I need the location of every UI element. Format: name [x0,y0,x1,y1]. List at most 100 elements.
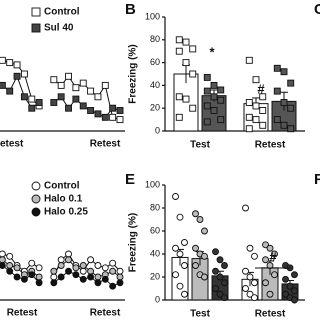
data-point [176,250,184,258]
data-point [94,93,102,101]
annotation: * [209,44,215,59]
data-point [266,244,274,252]
legend-label: Control [44,7,80,18]
data-point [203,118,211,126]
data-point [216,256,224,264]
data-point [189,70,197,78]
data-point [201,227,208,235]
data-point [65,267,72,275]
data-point [101,264,109,272]
data-point [0,56,6,64]
data-point [172,193,179,200]
data-point [13,264,21,272]
data-point [175,93,183,101]
data-point [50,267,58,275]
y-tick-label: 80 [150,34,160,44]
data-point [246,273,254,281]
data-point [116,273,124,281]
legend-label: Sul 40 [44,23,74,34]
data-point [266,290,274,298]
x-tick-label: Retest [255,309,286,320]
data-point [79,102,87,110]
data-point [221,279,228,287]
y-tick-label: 60 [150,225,160,235]
data-point [201,252,208,260]
data-point [242,204,249,212]
data-point [273,64,281,72]
data-point [94,273,102,281]
data-point [65,250,72,258]
data-point [79,79,87,87]
data-point [176,213,184,221]
data-point [101,81,109,89]
data-point [287,104,295,112]
panel-label: E [125,171,135,188]
data-point [196,216,204,223]
data-point [252,102,260,110]
data-point [101,275,109,283]
data-point [116,116,124,124]
data-point [35,99,43,106]
data-point [50,76,58,84]
data-point [65,256,72,264]
data-point [87,107,95,114]
data-point [252,76,260,84]
data-point [6,59,14,67]
legend-label: Control [44,181,80,192]
data-point [217,96,225,104]
data-point [182,59,190,67]
data-point [109,282,117,290]
x-tick-label: Test [190,309,210,320]
data-point [72,95,80,103]
y-tick-label: 0 [155,294,160,304]
y-tick-label: 0 [155,125,160,135]
data-point [181,262,188,269]
data-point [242,285,249,292]
data-point [6,87,14,95]
legend-marker [31,181,41,191]
data-point [259,93,267,101]
data-point [259,121,267,129]
data-point [291,271,298,279]
data-point [87,87,95,95]
data-point [72,271,80,279]
data-point [0,256,6,264]
data-point [109,113,117,121]
data-point [0,250,6,258]
y-tick-label: 40 [150,248,160,258]
data-point [175,113,183,121]
data-point [35,264,43,272]
data-point [251,279,258,287]
y-tick-label: 60 [150,57,160,67]
data-point [50,99,58,106]
data-point [216,290,224,298]
y-tick-label: 20 [150,271,160,281]
data-point [35,273,43,281]
data-point [175,36,183,44]
data-point [94,279,102,287]
data-point [291,296,298,304]
data-point [280,121,288,129]
data-point [0,262,6,269]
data-point [57,273,65,281]
x-tick-label: Test [190,140,210,151]
y-tick-label: 80 [150,202,160,212]
data-point [109,104,117,112]
data-point [94,110,102,118]
data-point [203,102,211,110]
data-point [79,262,87,269]
data-point [262,256,269,264]
data-point [13,273,21,281]
data-point [242,267,249,275]
data-point [217,86,225,94]
data-point [212,248,219,256]
legend-label: Halo 0.25 [44,207,88,218]
data-point [212,285,219,292]
data-point [246,290,254,298]
data-point [287,125,295,133]
data-point [273,116,281,124]
data-point [172,271,179,279]
data-point [280,99,288,106]
panel-label: B [125,1,136,18]
